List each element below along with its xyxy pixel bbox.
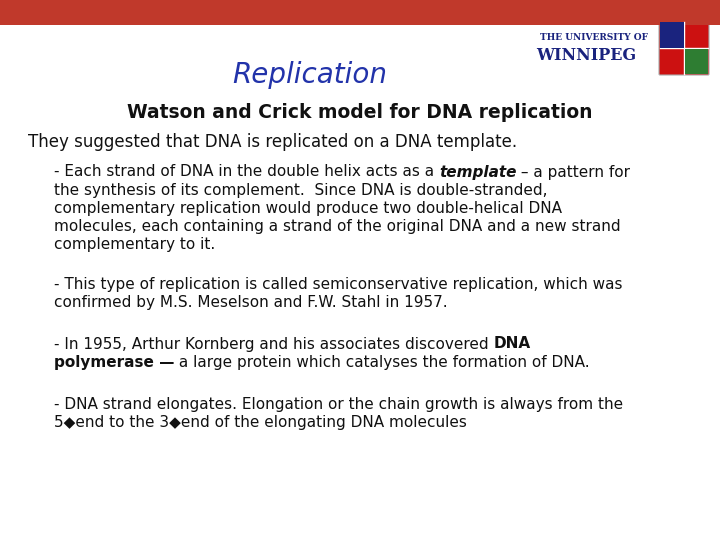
Text: Watson and Crick model for DNA replication: Watson and Crick model for DNA replicati… [127,103,593,122]
Bar [0,0,720,25]
Text: THE UNIVERSITY OF: THE UNIVERSITY OF [540,33,648,43]
Text: WINNIPEG: WINNIPEG [536,46,636,64]
Text: confirmed by M.S. Meselson and F.W. Stahl in 1957.: confirmed by M.S. Meselson and F.W. Stah… [54,294,448,309]
Text: - This type of replication is called semiconservative replication, which was: - This type of replication is called sem… [54,276,623,292]
Text: complementary replication would produce two double-helical DNA: complementary replication would produce … [54,200,562,215]
Text: polymerase —: polymerase — [54,354,174,369]
Text: complementary to it.: complementary to it. [54,237,215,252]
Text: template: template [439,165,516,179]
Text: DNA: DNA [493,336,531,352]
Bar [660,22,684,48]
Text: – a pattern for: – a pattern for [516,165,631,179]
Text: - In 1955, Arthur Kornberg and his associates discovered: - In 1955, Arthur Kornberg and his assoc… [54,336,493,352]
Text: 5◆end to the 3◆end of the elongating DNA molecules: 5◆end to the 3◆end of the elongating DNA… [54,415,467,429]
Text: - Each strand of DNA in the double helix acts as a: - Each strand of DNA in the double helix… [54,165,439,179]
Text: molecules, each containing a strand of the original DNA and a new strand: molecules, each containing a strand of t… [54,219,621,233]
Text: - DNA strand elongates. Elongation or the chain growth is always from the: - DNA strand elongates. Elongation or th… [54,396,623,411]
Text: Replication: Replication [233,61,387,89]
Text: They suggested that DNA is replicated on a DNA template.: They suggested that DNA is replicated on… [28,133,517,151]
Text: a large protein which catalyses the formation of DNA.: a large protein which catalyses the form… [174,354,590,369]
FancyBboxPatch shape [659,21,709,75]
Bar [685,49,708,74]
Text: the synthesis of its complement.  Since DNA is double-stranded,: the synthesis of its complement. Since D… [54,183,547,198]
